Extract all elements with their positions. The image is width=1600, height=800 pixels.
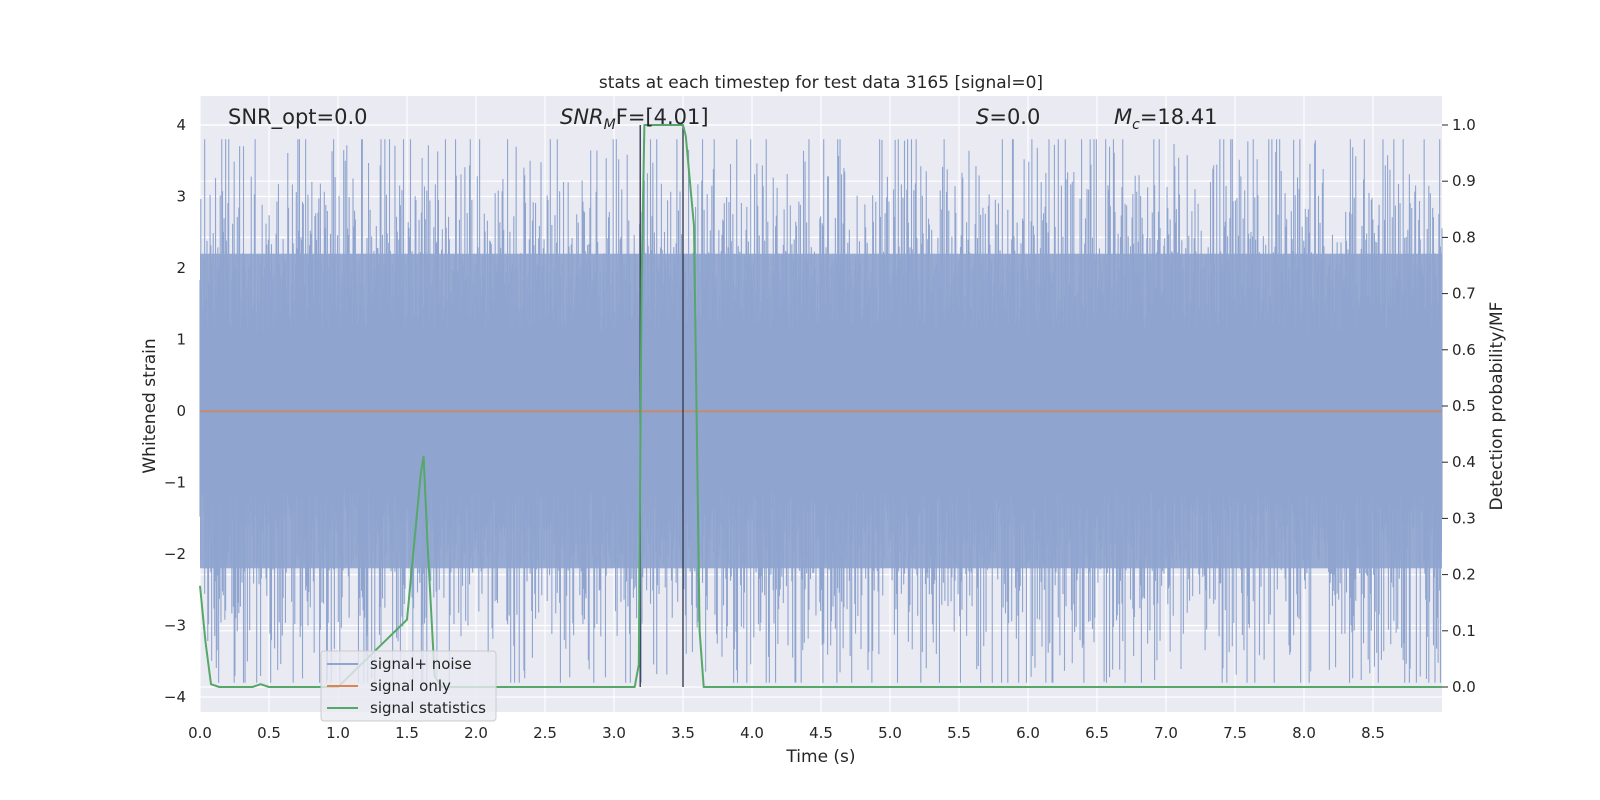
y-tick-label-right: 0.9: [1452, 172, 1476, 190]
legend-label-statistics: signal statistics: [370, 699, 486, 717]
y-tick-label-right: 0.0: [1452, 678, 1476, 696]
x-tick-label: 8.5: [1361, 724, 1385, 742]
y-tick-label-right: 1.0: [1452, 116, 1476, 134]
x-tick-label: 3.0: [602, 724, 626, 742]
y-axis-right-ticks: 1.0 0.9 0.8 0.7 0.6 0.5 0.4 0.3 0.2 0.1 0.0: [1442, 116, 1476, 696]
annotation-snr-mf-sub: M: [604, 117, 616, 133]
x-tick-label: 6.0: [1016, 724, 1040, 742]
y-tick-label-left: 4: [176, 116, 186, 134]
annotation-snr-mf-base: SNR: [560, 105, 604, 129]
y-tick-label-left: −4: [164, 688, 186, 706]
x-tick-label: 4.5: [809, 724, 833, 742]
annotation-mc-sub: c: [1132, 117, 1140, 133]
annotation-s-tail: =0.0: [989, 105, 1040, 129]
y-tick-label-right: 0.1: [1452, 622, 1476, 640]
y-tick-label-left: −2: [164, 545, 186, 563]
legend-box: [320, 650, 497, 722]
x-axis-ticks: 0.0 0.5 1.0 1.5 2.0 2.5 3.0 3.5 4.0 4.5 5.0 5.5 6.0 6…: [188, 724, 1385, 742]
x-tick-label: 1.0: [326, 724, 350, 742]
x-tick-label: 0.5: [257, 724, 281, 742]
y-axis-right-label: Detection probability/MF: [1487, 302, 1507, 511]
annotation-s-var: S: [976, 105, 989, 129]
annotation-s: S=0.0: [976, 105, 1040, 129]
annotation-mc-var: M: [1114, 105, 1132, 129]
signal-only-series: [200, 410, 1442, 413]
x-tick-label: 6.5: [1085, 724, 1109, 742]
x-axis-label: Time (s): [785, 747, 855, 767]
annotation-snr-mf: SNRMF=[4.01]: [560, 105, 709, 133]
annotation-snr-mf-tail: F=[4.01]: [616, 105, 709, 129]
x-tick-label: 2.5: [533, 724, 557, 742]
y-tick-label-right: 0.4: [1452, 453, 1476, 471]
y-tick-label-right: 0.6: [1452, 341, 1476, 359]
x-tick-label: 7.5: [1223, 724, 1247, 742]
annotation-mc: Mc=18.41: [1114, 105, 1218, 133]
legend-label-noise: signal+ noise: [370, 655, 472, 673]
signal-statistics-line: [199, 124, 1442, 688]
annotation-mc-tail: =18.41: [1140, 105, 1218, 129]
legend: signal+ noise signal only signal statist…: [320, 650, 497, 722]
chart-title: stats at each timestep for test data 316…: [599, 73, 1043, 93]
y-tick-label-right: 0.3: [1452, 509, 1476, 527]
y-tick-label-left: −1: [164, 474, 186, 492]
signal-statistics-series: [199, 124, 1442, 688]
y-tick-label-left: −3: [164, 617, 186, 635]
legend-label-signal-only: signal only: [370, 677, 451, 695]
y-tick-label-left: 2: [176, 259, 186, 277]
x-tick-label: 2.0: [464, 724, 488, 742]
annotation-snr-opt: SNR_opt=0.0: [228, 105, 368, 130]
y-tick-label-left: 3: [176, 188, 186, 206]
x-tick-label: 8.0: [1292, 724, 1316, 742]
x-tick-label: 5.0: [878, 724, 902, 742]
x-tick-label: 3.5: [671, 724, 695, 742]
y-tick-label-left: 0: [176, 402, 186, 420]
x-tick-label: 7.0: [1154, 724, 1178, 742]
x-tick-label: 0.0: [188, 724, 212, 742]
y-tick-label-left: 1: [176, 331, 186, 349]
y-tick-label-right: 0.5: [1452, 397, 1476, 415]
x-tick-label: 4.0: [740, 724, 764, 742]
noise-path: [199, 139, 1443, 683]
y-tick-label-right: 0.8: [1452, 228, 1476, 246]
x-tick-label: 1.5: [395, 724, 419, 742]
y-tick-label-right: 0.2: [1452, 566, 1476, 584]
x-tick-label: 5.5: [947, 724, 971, 742]
y-tick-label-right: 0.7: [1452, 285, 1476, 303]
y-axis-left-ticks: 4 3 2 1 0 −1 −2 −3 −4: [164, 116, 186, 706]
y-axis-left-label: Whitened strain: [140, 338, 160, 473]
